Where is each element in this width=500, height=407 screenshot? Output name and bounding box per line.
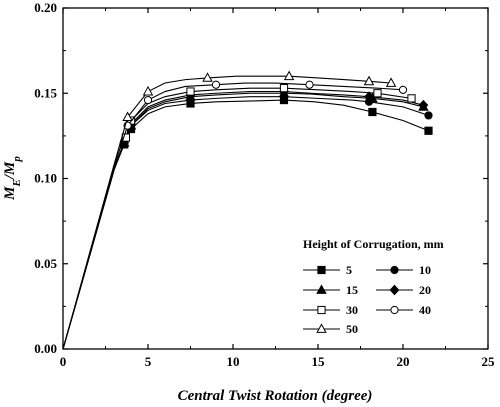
legend-label: 5	[346, 263, 352, 277]
series-5-point	[424, 126, 433, 135]
legend-marker	[317, 265, 326, 275]
series-layer	[62, 70, 433, 350]
series-50-point	[385, 77, 397, 87]
x-tick-label: 10	[227, 354, 240, 369]
y-tick-label: 0.05	[34, 256, 57, 271]
ticks-layer: 0 5 10 15 20 25 0.00 0.05 0.10 0.15 0.20	[34, 0, 495, 369]
legend-entry: 15	[303, 283, 358, 297]
legend-entry: 10	[376, 263, 431, 277]
series-20-point	[418, 99, 429, 111]
series-50	[62, 70, 397, 350]
series-40-point	[305, 80, 314, 89]
legend-entry: 50	[303, 322, 358, 336]
series-30-point	[407, 94, 416, 103]
x-tick-label: 0	[60, 354, 67, 369]
series-5-point	[368, 107, 377, 117]
y-tick-label: 0.10	[34, 171, 57, 186]
legend-marker	[316, 284, 327, 294]
series-40-point	[211, 80, 221, 89]
x-tick-label: 5	[145, 354, 152, 369]
legend-marker	[317, 305, 326, 315]
series-50-point	[142, 85, 154, 96]
x-axis-title: Central Twist Rotation (degree)	[178, 388, 373, 404]
y-tick-label: 0.20	[34, 0, 57, 15]
legend-label: 30	[346, 303, 358, 317]
series-40-point	[398, 85, 408, 94]
series-30-point	[373, 89, 382, 98]
series-line	[62, 82, 404, 350]
series-50-point	[202, 72, 213, 82]
legend-title: Height of Corrugation, mm	[303, 237, 444, 251]
legend-entry: 40	[376, 303, 431, 317]
legend-label: 50	[346, 322, 358, 336]
series-40-point	[143, 95, 153, 105]
x-tick-label: 25	[482, 354, 496, 369]
legend-marker	[316, 323, 327, 333]
legend-marker	[389, 284, 400, 296]
series-50-point	[122, 111, 133, 122]
legend-marker	[390, 265, 399, 275]
x-tick-label: 20	[397, 354, 410, 369]
legend-entry: 20	[376, 283, 431, 297]
series-20-point	[364, 91, 374, 103]
legend: Height of Corrugation, mm 5 10 15 20 30 40 50	[303, 237, 444, 336]
x-tick-label: 15	[312, 354, 326, 369]
legend-label: 40	[419, 303, 431, 317]
legend-entry: 30	[303, 303, 358, 317]
y-tick-label: 0.15	[34, 85, 57, 100]
series-10-point	[424, 111, 433, 120]
y-axis-title: ME/Mp	[2, 156, 23, 201]
series-50-point	[363, 75, 375, 86]
legend-label: 10	[419, 263, 431, 277]
legend-entry: 5	[303, 263, 352, 277]
series-50-point	[283, 70, 295, 81]
series-line	[62, 75, 392, 350]
series-30-point	[186, 87, 195, 96]
legend-label: 15	[346, 283, 358, 297]
legend-marker	[390, 305, 399, 315]
legend-label: 20	[419, 283, 431, 297]
series-40	[62, 80, 408, 350]
series-30-point	[279, 84, 289, 93]
y-tick-label: 0.00	[34, 341, 57, 356]
